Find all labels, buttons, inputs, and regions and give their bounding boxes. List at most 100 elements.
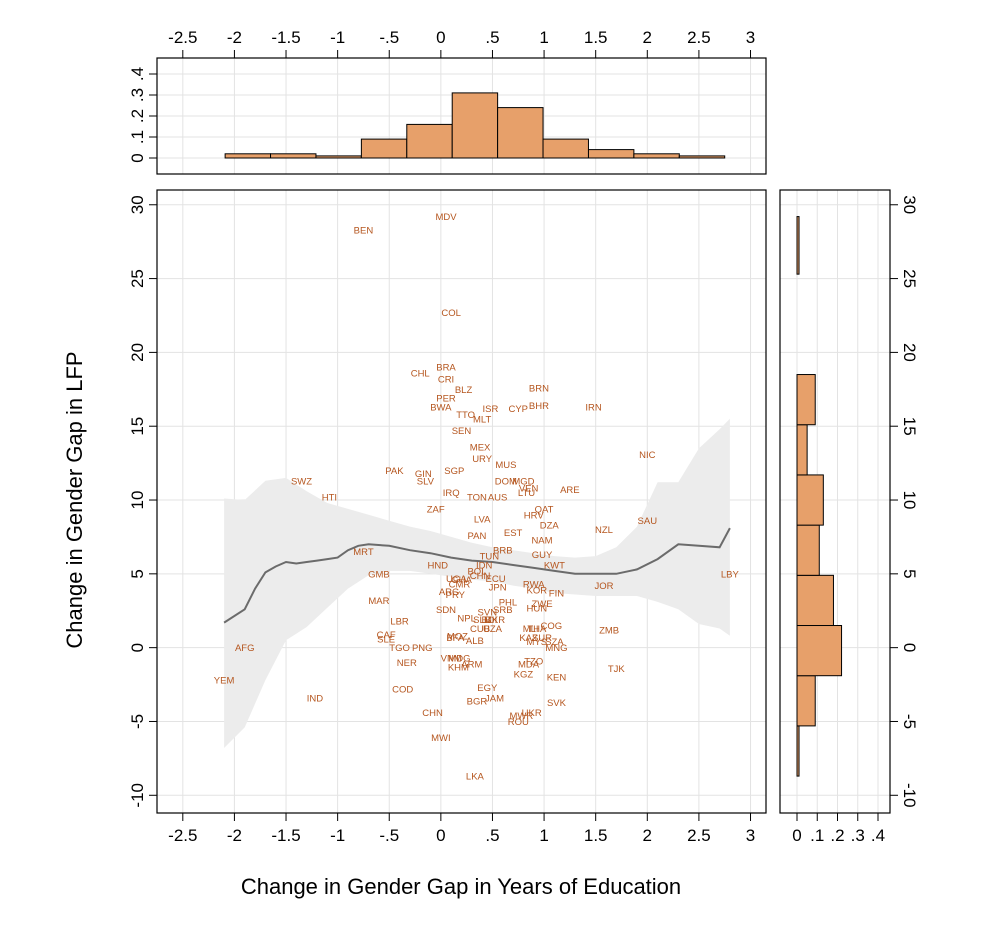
- top-y-tick-label: .4: [128, 67, 147, 81]
- top-hist-bar: [270, 153, 317, 159]
- point-label-yem: YEM: [214, 676, 235, 687]
- y-tick-label: 25: [128, 269, 147, 288]
- point-label-lbr: LBR: [390, 617, 409, 628]
- x-tick-label: -1: [330, 826, 345, 845]
- x-tick-label: .5: [485, 826, 499, 845]
- top-x-tick-label: 1.5: [584, 28, 608, 47]
- x-tick-label: 2.5: [687, 826, 711, 845]
- right-hist-bar: [796, 625, 843, 677]
- right-y-tick-label: -5: [900, 714, 919, 729]
- point-label-gmb: GMB: [368, 569, 390, 580]
- point-label-mlt: MLT: [473, 414, 491, 425]
- top-y-tick-label: .3: [128, 88, 147, 102]
- point-label-mus: MUS: [495, 460, 516, 471]
- point-label-zwe: ZWE: [531, 599, 552, 610]
- top-hist-bar: [315, 155, 362, 159]
- top-hist-bar: [497, 107, 544, 159]
- y-tick-label: 30: [128, 195, 147, 214]
- right-hist-bar: [796, 675, 816, 727]
- point-label-chn: CHN: [470, 571, 491, 582]
- right-y-tick-label: 20: [900, 343, 919, 362]
- point-label-aus: AUS: [488, 493, 508, 504]
- point-label-nic: NIC: [639, 450, 656, 461]
- top-x-tick-label: 3: [746, 28, 755, 47]
- point-label-jor: JOR: [594, 581, 613, 592]
- point-label-rwa: RWA: [523, 580, 545, 591]
- y-axis-title: Change in Gender Gap in LFP: [62, 351, 87, 648]
- point-label-tha: THA: [527, 624, 547, 635]
- top-y-tick-label: .2: [128, 109, 147, 123]
- point-label-afg: AFG: [235, 643, 255, 654]
- point-label-cog: COG: [540, 621, 562, 632]
- point-label-kaz: KAZ: [519, 633, 538, 644]
- x-axis-title: Change in Gender Gap in Years of Educati…: [241, 874, 681, 899]
- point-label-ner: NER: [397, 658, 417, 669]
- point-label-ukr: UKR: [522, 708, 542, 719]
- y-tick-label: 5: [128, 569, 147, 578]
- right-hist-bar: [796, 474, 824, 526]
- top-histogram-panel: -2.5 -2 -1.5 -1 -.5 0 .5 1 1.5 2 2.5 3 0 .1 .2 .3 .4: [128, 28, 767, 175]
- right-y-tick-label: 10: [900, 491, 919, 510]
- point-label-idn: IDN: [476, 560, 493, 571]
- point-label-bdi: BDI: [481, 615, 497, 626]
- point-label-sur: SUR: [532, 633, 552, 644]
- point-label-mli: MLI: [523, 624, 539, 635]
- top-x-tick-label: -1: [330, 28, 345, 47]
- point-label-fin: FIN: [549, 589, 564, 600]
- point-label-svn: SVN: [478, 608, 498, 619]
- point-label-npl: NPL: [457, 614, 475, 625]
- right-hist-bar: [796, 574, 834, 627]
- point-label-pry: PRY: [446, 590, 466, 601]
- right-hist-bar: [796, 374, 816, 426]
- y-tick-label: 0: [128, 643, 147, 652]
- point-label-phl: PHL: [499, 597, 517, 608]
- point-label-arg: ARG: [439, 587, 460, 598]
- point-label-sle: SLE: [377, 634, 395, 645]
- point-label-caf: CAF: [377, 630, 396, 641]
- point-label-bgr: BGR: [467, 696, 488, 707]
- point-label-srb: SRB: [493, 605, 513, 616]
- point-label-brb: BRB: [493, 546, 513, 557]
- point-label-tzo: TZO: [524, 656, 543, 667]
- point-label-vnm: VNM: [441, 653, 462, 664]
- y-tick-label: -5: [128, 714, 147, 729]
- point-label-qat: QAT: [535, 504, 554, 515]
- point-label-ken: KEN: [547, 673, 567, 684]
- point-label-jpn: JPN: [489, 583, 507, 594]
- top-hist-bar: [406, 123, 453, 159]
- point-label-ury: URY: [472, 454, 493, 465]
- point-label-kgz: KGZ: [514, 670, 534, 681]
- right-y-tick-label: 5: [900, 569, 919, 578]
- point-label-ben: BEN: [354, 225, 374, 236]
- point-label-chn: CHN: [422, 708, 443, 719]
- top-y-tick-label: .1: [128, 130, 147, 144]
- right-histogram-panel: 0 .1 .2 .3 .4 -10 -5 0 5 10 15 20 25 30: [779, 189, 919, 845]
- top-x-tick-label: 2: [643, 28, 652, 47]
- point-label-dza: DZA: [540, 521, 560, 532]
- point-label-tun: TUN: [480, 552, 500, 563]
- point-label-mex: MEX: [470, 442, 491, 453]
- point-label-ecu: ECU: [486, 574, 506, 585]
- point-label-lby: LBY: [721, 569, 740, 580]
- y-tick-label: 15: [128, 417, 147, 436]
- point-label-col: COL: [441, 308, 461, 319]
- point-label-arm: ARM: [461, 659, 482, 670]
- point-label-lka: LKA: [466, 772, 485, 783]
- point-label-chl: CHL: [411, 369, 430, 380]
- top-hist-bar: [587, 149, 635, 159]
- right-x-tick-label: .1: [810, 826, 824, 845]
- point-label-sza: SZA: [545, 637, 564, 648]
- point-label-mkr: MKR: [484, 615, 505, 626]
- point-label-brn: BRN: [529, 383, 549, 394]
- point-label-jam: JAM: [485, 693, 504, 704]
- point-label-gin: GIN: [415, 469, 432, 480]
- top-x-tick-label: 0: [436, 28, 445, 47]
- point-label-ind: IND: [307, 693, 324, 704]
- point-label-lva: LVA: [474, 515, 491, 526]
- x-tick-label: 1.5: [584, 826, 608, 845]
- point-label-bwa: BWA: [430, 403, 452, 414]
- right-y-tick-label: 15: [900, 417, 919, 436]
- point-label-sgp: SGP: [444, 466, 464, 477]
- fit-line: [223, 527, 731, 624]
- top-x-tick-label: 1: [539, 28, 548, 47]
